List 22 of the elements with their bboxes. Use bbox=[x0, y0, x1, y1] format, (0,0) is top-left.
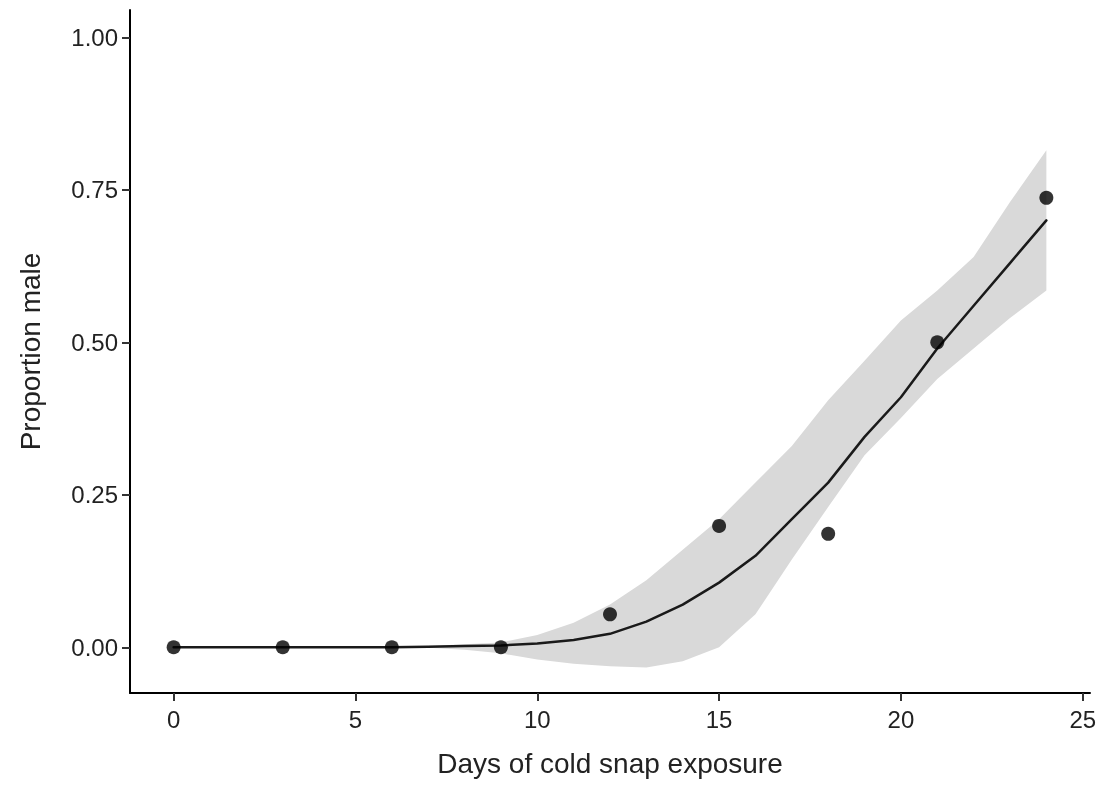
x-tick-label: 10 bbox=[523, 705, 551, 733]
x-axis-title: Days of cold snap exposure bbox=[437, 747, 783, 779]
point bbox=[1039, 190, 1054, 205]
y-tick-label: 1.00 bbox=[71, 23, 118, 51]
point bbox=[712, 518, 727, 533]
y-axis-title: Proportion male bbox=[14, 252, 46, 451]
point bbox=[930, 335, 945, 350]
point bbox=[603, 607, 617, 622]
x-tick-label: 0 bbox=[166, 705, 181, 733]
y-tick-label: 0.25 bbox=[71, 481, 118, 509]
point bbox=[821, 526, 836, 541]
point bbox=[493, 640, 508, 655]
y-tick-label: 0.75 bbox=[71, 176, 118, 204]
y-tick-label: 0.00 bbox=[71, 633, 118, 661]
y-tick-label: 0.50 bbox=[71, 328, 118, 356]
point bbox=[166, 640, 181, 655]
x-tick-label: 20 bbox=[887, 705, 915, 733]
point bbox=[384, 640, 399, 655]
point bbox=[275, 640, 290, 655]
x-tick-label: 15 bbox=[705, 705, 733, 733]
x-tick-label: 5 bbox=[348, 705, 363, 733]
x-tick-label: 25 bbox=[1069, 705, 1097, 733]
